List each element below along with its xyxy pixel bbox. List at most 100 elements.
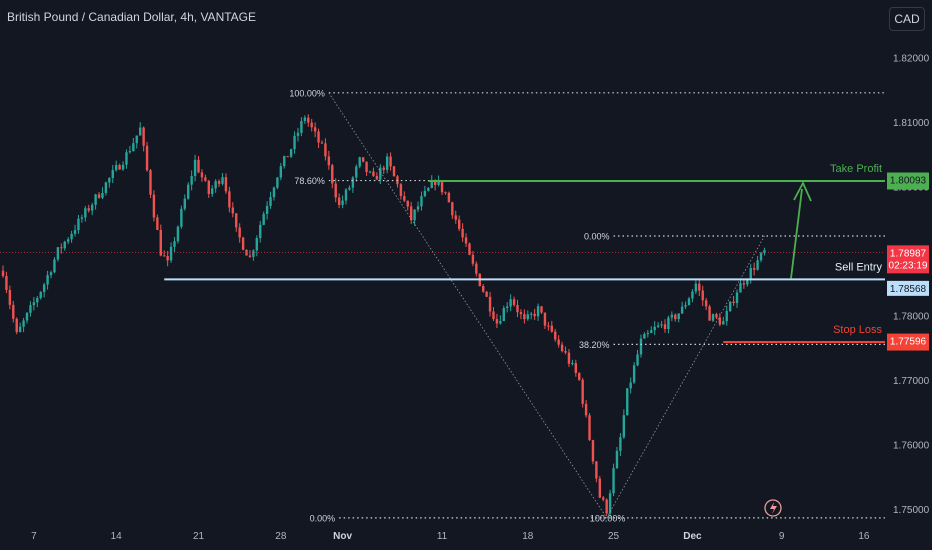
candle-body bbox=[560, 344, 564, 352]
candle-body bbox=[718, 317, 722, 325]
candle-body bbox=[193, 159, 197, 177]
y-tick-label: 1.77000 bbox=[893, 376, 930, 387]
candle-body bbox=[608, 493, 612, 514]
candle-body bbox=[248, 255, 252, 257]
target-arrow-line bbox=[790, 188, 803, 279]
candle-body bbox=[663, 324, 667, 329]
candle-body bbox=[252, 250, 255, 257]
candle-body bbox=[121, 164, 125, 170]
candle-body bbox=[73, 230, 77, 234]
candle-body bbox=[687, 298, 691, 306]
candle-body bbox=[595, 461, 598, 479]
candle-body bbox=[457, 219, 461, 229]
candle-body bbox=[241, 237, 245, 250]
candle-body bbox=[77, 218, 80, 231]
candle-body bbox=[300, 121, 303, 133]
candle-body bbox=[104, 182, 108, 193]
candle-body bbox=[32, 302, 36, 306]
candle-body bbox=[704, 300, 708, 307]
candle-body bbox=[25, 312, 29, 321]
candle-body bbox=[759, 252, 763, 261]
candle-body bbox=[87, 208, 90, 211]
candle-body bbox=[519, 312, 523, 315]
candle-body bbox=[409, 206, 413, 221]
candle-body bbox=[307, 117, 310, 123]
candle-body bbox=[128, 151, 132, 153]
candle-body bbox=[114, 165, 118, 171]
candle-body bbox=[475, 263, 478, 274]
stop-loss-label: Stop Loss bbox=[833, 324, 882, 336]
candle-body bbox=[259, 224, 262, 239]
candle-body bbox=[118, 165, 121, 170]
fib-level-label: 78.60% bbox=[294, 176, 325, 186]
candle-body bbox=[540, 306, 543, 313]
last-price-tag-text: 02:23:19 bbox=[889, 260, 928, 271]
currency-button[interactable]: CAD bbox=[889, 7, 925, 31]
candle-body bbox=[653, 326, 656, 331]
candle-body bbox=[262, 213, 265, 225]
candle-body bbox=[468, 243, 471, 255]
candle-body bbox=[416, 206, 420, 210]
target-arrow-head bbox=[793, 180, 812, 202]
candle-body bbox=[752, 268, 756, 270]
candle-body bbox=[656, 325, 660, 327]
sell-entry-price-tag bbox=[887, 280, 929, 296]
candle-body bbox=[269, 197, 272, 206]
candle-body bbox=[454, 215, 457, 220]
candle-body bbox=[18, 326, 22, 333]
candle-body bbox=[722, 321, 725, 325]
candle-body bbox=[197, 159, 200, 173]
candle-body bbox=[499, 321, 502, 324]
x-tick-label: 21 bbox=[193, 531, 205, 542]
y-tick-label: 1.81000 bbox=[893, 118, 930, 129]
candle-body bbox=[557, 339, 560, 345]
stop-loss-price-tag-text: 1.77596 bbox=[890, 337, 927, 348]
candle-body bbox=[523, 314, 526, 320]
candle-body bbox=[214, 181, 217, 189]
candle-body bbox=[684, 305, 687, 307]
candle-body bbox=[166, 256, 169, 261]
candle-body bbox=[674, 314, 677, 320]
candle-body bbox=[221, 177, 224, 184]
candle-body bbox=[238, 227, 241, 238]
candle-body bbox=[348, 187, 351, 190]
candle-body bbox=[289, 149, 293, 157]
candle-body bbox=[108, 177, 111, 183]
candle-body bbox=[235, 213, 238, 228]
candle-body bbox=[581, 379, 584, 404]
candle-body bbox=[619, 437, 622, 451]
y-tick-label: 1.82000 bbox=[893, 54, 930, 65]
candle-body bbox=[324, 143, 327, 157]
candle-body bbox=[677, 313, 680, 320]
candle-body bbox=[176, 226, 180, 242]
candle-body bbox=[385, 156, 389, 170]
candle-body bbox=[423, 190, 427, 197]
candle-body bbox=[725, 311, 728, 322]
candle-body bbox=[571, 363, 574, 365]
candle-body bbox=[403, 196, 406, 201]
candle-body bbox=[732, 301, 735, 304]
candle-body bbox=[680, 306, 684, 314]
candle-body bbox=[694, 283, 698, 292]
candle-body bbox=[372, 171, 375, 176]
last-price-tag bbox=[887, 245, 929, 274]
take-profit-price-tag bbox=[887, 172, 929, 190]
candle-body bbox=[495, 319, 499, 324]
candle-body bbox=[183, 198, 186, 209]
candle-body bbox=[588, 415, 591, 441]
candle-body bbox=[180, 208, 183, 227]
candle-body bbox=[550, 325, 553, 332]
candle-body bbox=[461, 228, 464, 238]
candle-body bbox=[715, 314, 718, 318]
candle-body bbox=[564, 351, 567, 353]
candle-body bbox=[111, 170, 114, 178]
candle-body bbox=[516, 304, 519, 313]
candle-body bbox=[337, 197, 341, 205]
candle-body bbox=[379, 167, 382, 180]
candle-body bbox=[368, 171, 372, 173]
x-tick-label: 25 bbox=[608, 531, 620, 542]
candle-body bbox=[502, 308, 505, 322]
candle-body bbox=[437, 181, 440, 185]
candle-body bbox=[341, 200, 344, 205]
